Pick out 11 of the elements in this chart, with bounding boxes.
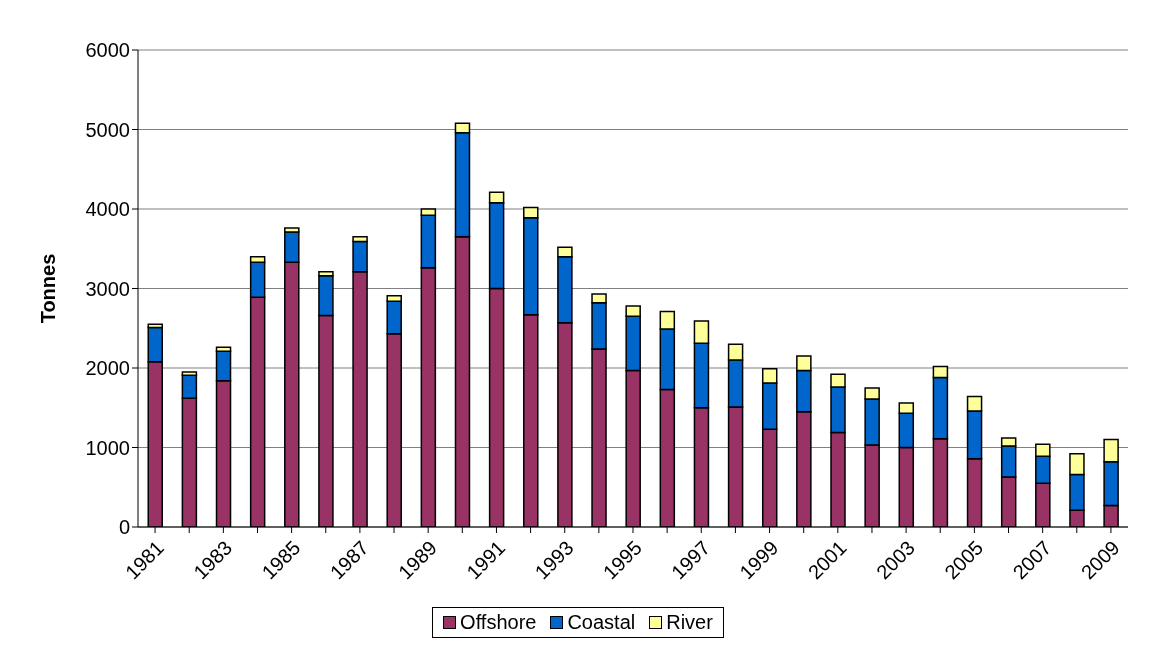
y-tick-label: 5000	[85, 118, 130, 141]
y-axis-title: Tonnes	[37, 253, 60, 324]
y-tick-label: 6000	[85, 39, 130, 62]
y-tick-label: 1000	[85, 436, 130, 459]
y-tick-label: 4000	[85, 198, 130, 221]
y-tick-label: 3000	[85, 277, 130, 300]
y-tick-label: 2000	[85, 357, 130, 380]
legend-label: Offshore	[460, 611, 537, 634]
legend-label: Coastal	[567, 611, 636, 634]
y-tick-label: 0	[118, 516, 130, 539]
legend-label: River	[666, 611, 713, 634]
